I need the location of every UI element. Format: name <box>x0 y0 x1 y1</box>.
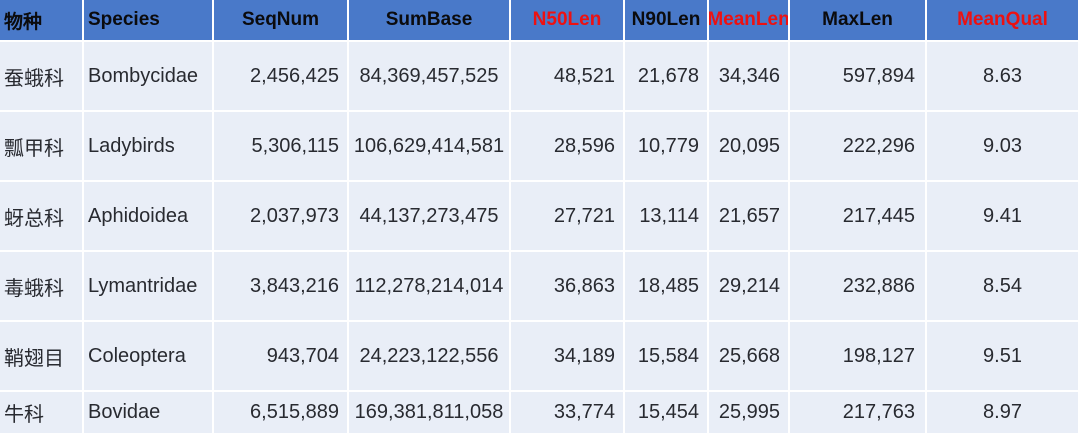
cell-sumbase: 106,629,414,581 <box>349 112 509 180</box>
cell-species-cn: 蚕蛾科 <box>0 42 82 110</box>
cell-n50len: 36,863 <box>511 252 623 320</box>
cell-seqnum: 943,704 <box>214 322 347 390</box>
cell-meanlen: 29,214 <box>709 252 788 320</box>
cell-sumbase: 112,278,214,014 <box>349 252 509 320</box>
cell-sumbase: 84,369,457,525 <box>349 42 509 110</box>
cell-seqnum: 5,306,115 <box>214 112 347 180</box>
cell-seqnum: 2,456,425 <box>214 42 347 110</box>
cell-meanlen: 21,657 <box>709 182 788 250</box>
cell-meanqual: 9.03 <box>927 112 1078 180</box>
cell-n50len: 33,774 <box>511 392 623 433</box>
cell-meanqual: 8.63 <box>927 42 1078 110</box>
cell-species: Lymantridae <box>84 252 212 320</box>
column-header-meanlen: MeanLen <box>709 0 788 40</box>
column-header-species-cn: 物种 <box>0 0 82 40</box>
cell-sumbase: 44,137,273,475 <box>349 182 509 250</box>
cell-meanqual: 8.97 <box>927 392 1078 433</box>
cell-n50len: 28,596 <box>511 112 623 180</box>
cell-n90len: 21,678 <box>625 42 707 110</box>
cell-n50len: 48,521 <box>511 42 623 110</box>
column-header-maxlen: MaxLen <box>790 0 925 40</box>
cell-sumbase: 24,223,122,556 <box>349 322 509 390</box>
cell-species-cn: 牛科 <box>0 392 82 433</box>
cell-maxlen: 217,763 <box>790 392 925 433</box>
column-header-n90len: N90Len <box>625 0 707 40</box>
cell-n90len: 18,485 <box>625 252 707 320</box>
cell-n90len: 10,779 <box>625 112 707 180</box>
column-header-sumbase: SumBase <box>349 0 509 40</box>
cell-meanqual: 9.51 <box>927 322 1078 390</box>
cell-species-cn: 鞘翅目 <box>0 322 82 390</box>
cell-n90len: 15,454 <box>625 392 707 433</box>
cell-seqnum: 6,515,889 <box>214 392 347 433</box>
cell-meanlen: 25,995 <box>709 392 788 433</box>
cell-sumbase: 169,381,811,058 <box>349 392 509 433</box>
cell-n50len: 27,721 <box>511 182 623 250</box>
column-header-n50len: N50Len <box>511 0 623 40</box>
cell-seqnum: 2,037,973 <box>214 182 347 250</box>
cell-n90len: 13,114 <box>625 182 707 250</box>
cell-n50len: 34,189 <box>511 322 623 390</box>
cell-species: Aphidoidea <box>84 182 212 250</box>
cell-meanlen: 25,668 <box>709 322 788 390</box>
cell-seqnum: 3,843,216 <box>214 252 347 320</box>
cell-species: Ladybirds <box>84 112 212 180</box>
cell-n90len: 15,584 <box>625 322 707 390</box>
cell-meanlen: 20,095 <box>709 112 788 180</box>
cell-species: Coleoptera <box>84 322 212 390</box>
column-header-meanqual: MeanQual <box>927 0 1078 40</box>
cell-maxlen: 217,445 <box>790 182 925 250</box>
column-header-seqnum: SeqNum <box>214 0 347 40</box>
cell-species: Bombycidae <box>84 42 212 110</box>
cell-meanlen: 34,346 <box>709 42 788 110</box>
cell-meanqual: 9.41 <box>927 182 1078 250</box>
cell-maxlen: 222,296 <box>790 112 925 180</box>
cell-meanqual: 8.54 <box>927 252 1078 320</box>
column-header-species: Species <box>84 0 212 40</box>
cell-species-cn: 毒蛾科 <box>0 252 82 320</box>
sequencing-stats-table: 物种 Species SeqNum SumBase N50Len N90Len … <box>0 0 1078 433</box>
cell-maxlen: 232,886 <box>790 252 925 320</box>
cell-maxlen: 198,127 <box>790 322 925 390</box>
cell-species-cn: 蚜总科 <box>0 182 82 250</box>
cell-species-cn: 瓢甲科 <box>0 112 82 180</box>
cell-maxlen: 597,894 <box>790 42 925 110</box>
cell-species: Bovidae <box>84 392 212 433</box>
